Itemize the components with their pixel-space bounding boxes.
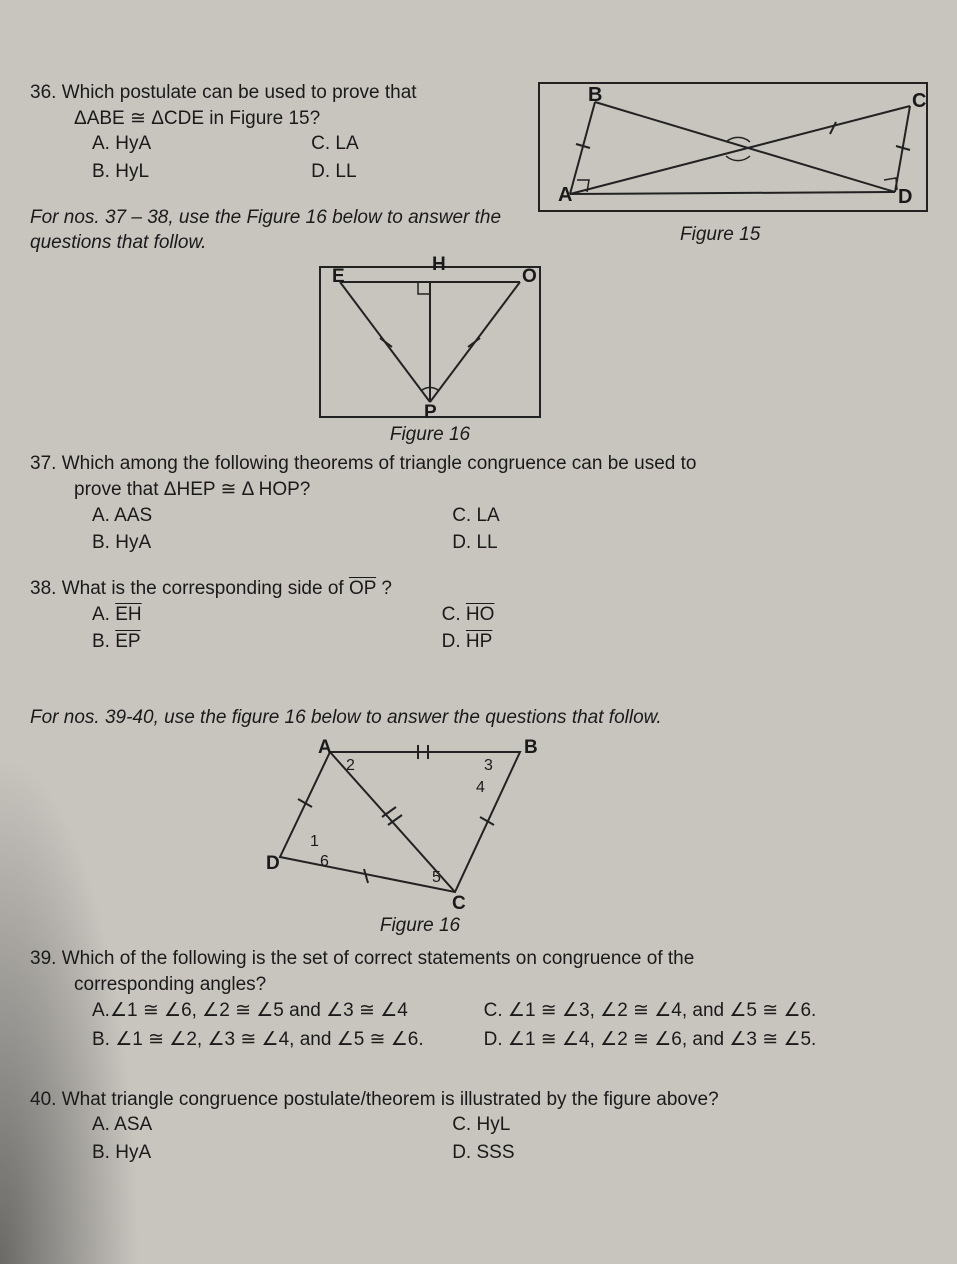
q38-options: A. EH B. EP C. HO D. HP [92,602,927,655]
fig16b-5: 5 [432,867,441,889]
instruction-37-38: For nos. 37 – 38, use the Figure 16 belo… [30,205,530,256]
q38-optD-pre: D. [442,631,466,652]
q37-optA: A. AAS [92,503,152,529]
q37-stem-b: prove that ΔHEP ≅ Δ HOP? [74,477,927,503]
figure-16a-svg [310,262,550,422]
fig16a-E: E [332,264,345,290]
instruction-39-40: For nos. 39-40, use the figure 16 below … [30,705,927,731]
q39-options: A.∠1 ≅ ∠6, ∠2 ≅ ∠5 and ∠3 ≅ ∠4 B. ∠1 ≅ ∠… [92,998,927,1053]
fig16b-caption: Figure 16 [260,913,580,939]
q38-optA: A. EH [92,602,142,628]
q40-optC: C. HyL [452,1112,514,1138]
q38-optB: B. EP [92,629,142,655]
q38-optC: C. HO [442,602,495,628]
fig16b-4: 4 [476,777,485,799]
question-40: 40. What triangle congruence postulate/t… [30,1087,927,1166]
fig16b-A: A [318,735,332,761]
q37-optC: C. LA [452,503,500,529]
fig15-caption: Figure 15 [680,224,760,246]
q37-stem-a: 37. Which among the following theorems o… [30,451,927,477]
figure-16b-container: A B C D 1 2 3 4 5 6 Figure 16 [260,737,927,939]
q38-optB-pre: B. [92,631,115,652]
q36-optD: D. LL [311,159,359,185]
instruction-37-38-text: For nos. 37 – 38, use the Figure 16 belo… [30,207,501,254]
q38-optB-seg: EP [115,631,140,652]
q37-optD: D. LL [452,530,500,556]
q38-seg-OP: OP [349,578,376,599]
q37-options: A. AAS B. HyA C. LA D. LL [92,503,927,556]
q39-optB: B. ∠1 ≅ ∠2, ∠3 ≅ ∠4, and ∠5 ≅ ∠6. [92,1027,424,1053]
q40-options: A. ASA B. HyA C. HyL D. SSS [92,1112,927,1165]
q36-stem-line1: 36. Which postulate can be used to prove… [30,80,510,106]
fig16b-C: C [452,891,466,917]
q40-optB: B. HyA [92,1140,152,1166]
question-36: 36. Which postulate can be used to prove… [30,80,510,185]
fig16b-2: 2 [346,755,355,777]
figure-16b-svg [260,737,580,907]
q36-stem-line2: ΔABE ≅ ΔCDE in Figure 15? [74,106,510,132]
q36-optB: B. HyL [92,159,151,185]
figure-16a-container: E H O P Figure 16 [310,262,927,448]
question-39: 39. Which of the following is the set of… [30,946,927,1053]
q38-stem-line: 38. What is the corresponding side of OP… [30,576,927,602]
fig15-D: D [898,186,912,209]
q38-optC-pre: C. [442,604,466,625]
fig16a-O: O [522,264,537,290]
q39-stem-b: corresponding angles? [74,972,927,998]
q38-optD: D. HP [442,629,495,655]
q38-qmark: ? [381,578,392,599]
fig16a-caption: Figure 16 [310,422,550,448]
question-38: 38. What is the corresponding side of OP… [30,576,927,655]
q38-optA-seg: EH [115,604,141,625]
q38-stem-text: 38. What is the corresponding side of [30,578,349,599]
q36-options: A. HyA B. HyL C. LA D. LL [92,131,510,184]
q39-optC: C. ∠1 ≅ ∠3, ∠2 ≅ ∠4, and ∠5 ≅ ∠6. [484,998,817,1024]
q39-optD: D. ∠1 ≅ ∠4, ∠2 ≅ ∠6, and ∠3 ≅ ∠5. [484,1027,817,1053]
fig15-A: A [558,184,572,207]
q38-optA-pre: A. [92,604,115,625]
fig16b-3: 3 [484,755,493,777]
q38-optC-seg: HO [466,604,495,625]
q36-optA: A. HyA [92,131,151,157]
fig16b-D: D [266,851,280,877]
figure-15-box: B C A D [538,82,928,212]
fig16a-H: H [432,252,446,278]
fig16b-1: 1 [310,831,319,853]
q39-stem-a: 39. Which of the following is the set of… [30,946,927,972]
q37-optB: B. HyA [92,530,152,556]
fig15-C: C [912,90,926,113]
q40-optD: D. SSS [452,1140,514,1166]
question-37: 37. Which among the following theorems o… [30,451,927,556]
q40-stem: 40. What triangle congruence postulate/t… [30,1087,927,1113]
fig16b-B: B [524,735,538,761]
fig15-B: B [588,84,602,107]
q40-optA: A. ASA [92,1112,152,1138]
q39-optA: A.∠1 ≅ ∠6, ∠2 ≅ ∠5 and ∠3 ≅ ∠4 [92,998,424,1024]
q36-optC: C. LA [311,131,359,157]
fig16b-6: 6 [320,851,329,873]
fig16a-P: P [424,400,437,426]
q38-optD-seg: HP [466,631,492,652]
